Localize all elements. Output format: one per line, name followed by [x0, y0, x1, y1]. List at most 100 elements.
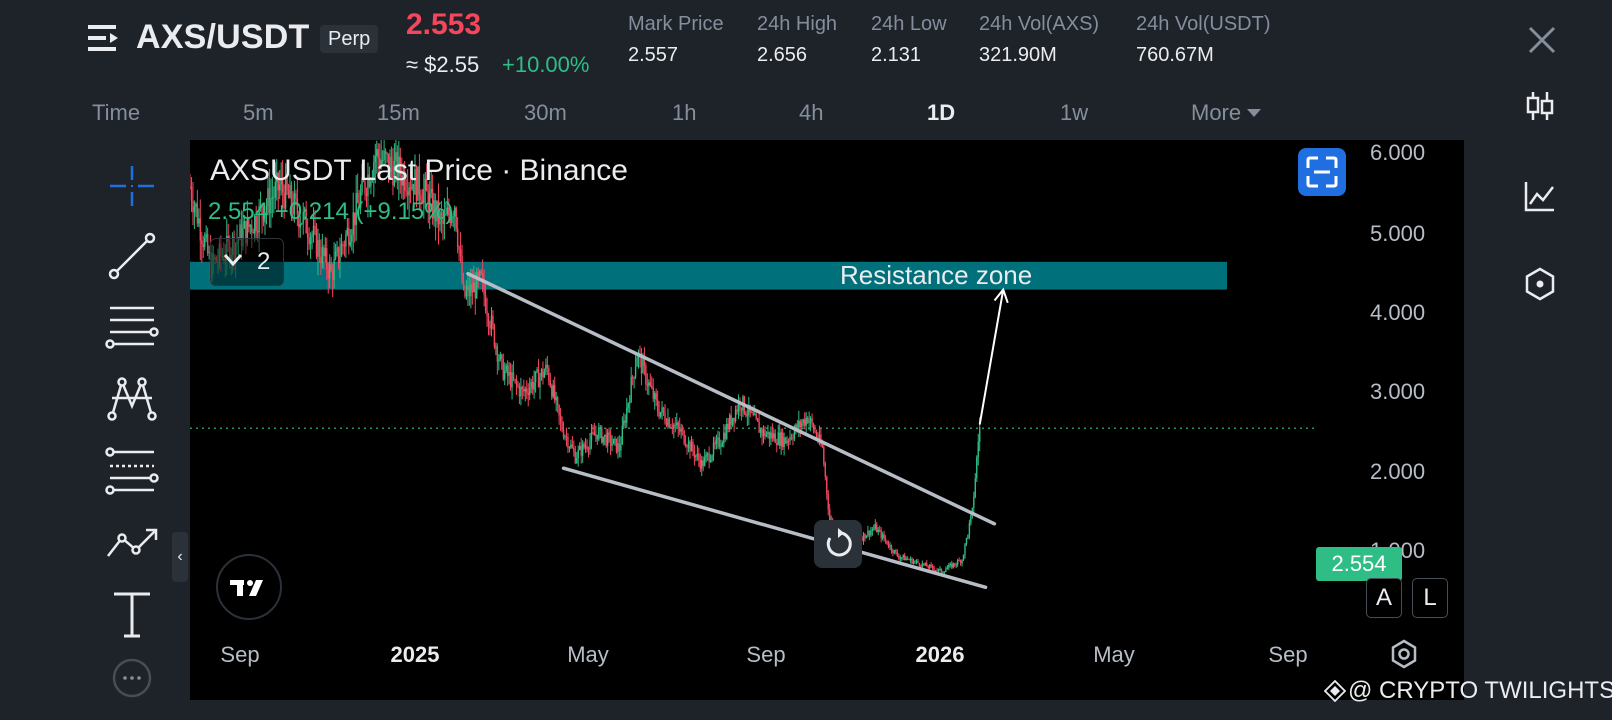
candle-body — [598, 429, 600, 440]
tab-more[interactable]: More — [1191, 100, 1262, 126]
watermark-text: @ CRYPTO TWILIGHTS — [1348, 677, 1612, 704]
stat-value: 2.656 — [757, 44, 808, 66]
reset-chart-button[interactable] — [814, 520, 862, 568]
trendline-icon[interactable] — [100, 224, 164, 288]
horizontal-lines-icon[interactable] — [100, 296, 164, 360]
candle-body — [774, 433, 776, 443]
price-chart[interactable]: AXSUSDT Last Price · Binance 2.554 +0.21… — [190, 140, 1464, 700]
tab-1w[interactable]: 1w — [1060, 100, 1089, 125]
candle-body — [327, 269, 329, 279]
candle-body — [242, 228, 244, 247]
tab-15m[interactable]: 15m — [377, 100, 420, 125]
stat-24h-vol-axs: 24h Vol(AXS) 321.90M — [979, 13, 1099, 67]
tab-1h[interactable]: 1h — [672, 100, 697, 125]
path-icon[interactable] — [100, 512, 164, 576]
candle-body — [274, 182, 276, 198]
candle-body — [256, 231, 259, 233]
last-price: 2.553 — [406, 8, 482, 41]
candle-body — [364, 182, 366, 194]
candle-body — [551, 386, 553, 397]
candle-body — [683, 430, 685, 444]
candle-body — [773, 433, 775, 439]
candle-body — [198, 218, 200, 224]
candle-body — [912, 561, 915, 564]
stat-24h-high: 24h High 2.656 — [757, 13, 837, 67]
fullscreen-button[interactable] — [1298, 148, 1346, 196]
candle-body — [301, 223, 303, 225]
tab-5m[interactable]: 5m — [243, 100, 274, 125]
candle-body — [584, 446, 587, 448]
indicator-toggle-button[interactable]: 2 — [210, 238, 284, 286]
more-tools-icon[interactable] — [100, 644, 164, 708]
crosshair-icon[interactable] — [100, 154, 164, 218]
candle-body — [586, 446, 588, 450]
candle-body — [898, 556, 900, 559]
chart-settings-icon[interactable] — [1388, 638, 1420, 670]
settings-icon[interactable] — [1522, 266, 1558, 302]
candle-body — [345, 234, 347, 247]
tab-time[interactable]: Time — [92, 100, 141, 125]
candle-body — [937, 568, 940, 571]
candle-body — [771, 432, 774, 439]
candles-icon[interactable] — [1522, 88, 1558, 124]
candle-body — [974, 478, 976, 497]
tradingview-logo-icon[interactable] — [216, 554, 282, 620]
close-icon[interactable] — [1524, 22, 1560, 58]
stat-value: 2.557 — [628, 44, 679, 66]
collapse-toolbar-button[interactable]: ‹ — [172, 532, 188, 582]
fib-icon[interactable] — [100, 440, 164, 504]
candle-body — [736, 409, 738, 412]
candle-body — [662, 407, 665, 414]
candle-body — [651, 385, 653, 388]
candle-body — [645, 365, 647, 385]
candle-body — [909, 558, 912, 561]
candle-body — [874, 524, 876, 529]
menu-icon[interactable] — [88, 22, 120, 54]
candle-body — [526, 388, 528, 393]
candle-body — [776, 442, 778, 445]
pattern-icon[interactable] — [100, 368, 164, 432]
candle-body — [824, 463, 826, 477]
candle-body — [880, 530, 882, 539]
candle-body — [902, 555, 904, 558]
candle-body — [979, 427, 981, 443]
candle-body — [829, 509, 831, 521]
indicators-icon[interactable] — [1522, 178, 1558, 214]
candle-body — [767, 431, 769, 435]
tab-4h[interactable]: 4h — [799, 100, 824, 125]
candle-body — [504, 370, 506, 380]
candle-body — [333, 258, 335, 281]
candle-body — [765, 434, 768, 437]
text-icon[interactable] — [100, 582, 164, 646]
pair-title[interactable]: AXS/USDT — [136, 18, 310, 56]
auto-scale-button[interactable]: A — [1366, 578, 1402, 618]
candle-body — [674, 424, 676, 426]
candle-body — [261, 204, 263, 215]
candle-body — [698, 453, 700, 460]
candle-body — [977, 442, 979, 458]
candle-body — [826, 476, 828, 494]
candle-body — [906, 558, 909, 560]
candle-body — [384, 150, 387, 154]
log-scale-button[interactable]: L — [1412, 578, 1448, 618]
candle-body — [609, 434, 612, 446]
candle-body — [915, 560, 918, 562]
candle-body — [334, 251, 337, 259]
candle-body — [748, 404, 750, 416]
candle-body — [706, 453, 709, 455]
current-price-tag: 2.554 — [1316, 547, 1402, 581]
time-axis-label: Sep — [746, 642, 786, 667]
candle-body — [314, 225, 316, 228]
tab-1d[interactable]: 1D — [927, 100, 956, 125]
candle-body — [523, 389, 525, 392]
candle-body — [786, 440, 788, 444]
candle-body — [745, 412, 747, 416]
candle-body — [621, 425, 624, 445]
candle-body — [343, 245, 346, 247]
candle-body — [624, 420, 626, 423]
tab-30m[interactable]: 30m — [524, 100, 567, 125]
candle-body — [549, 380, 551, 387]
chart-canvas[interactable] — [190, 140, 1464, 700]
candle-body — [470, 284, 472, 297]
candle-body — [952, 563, 954, 568]
